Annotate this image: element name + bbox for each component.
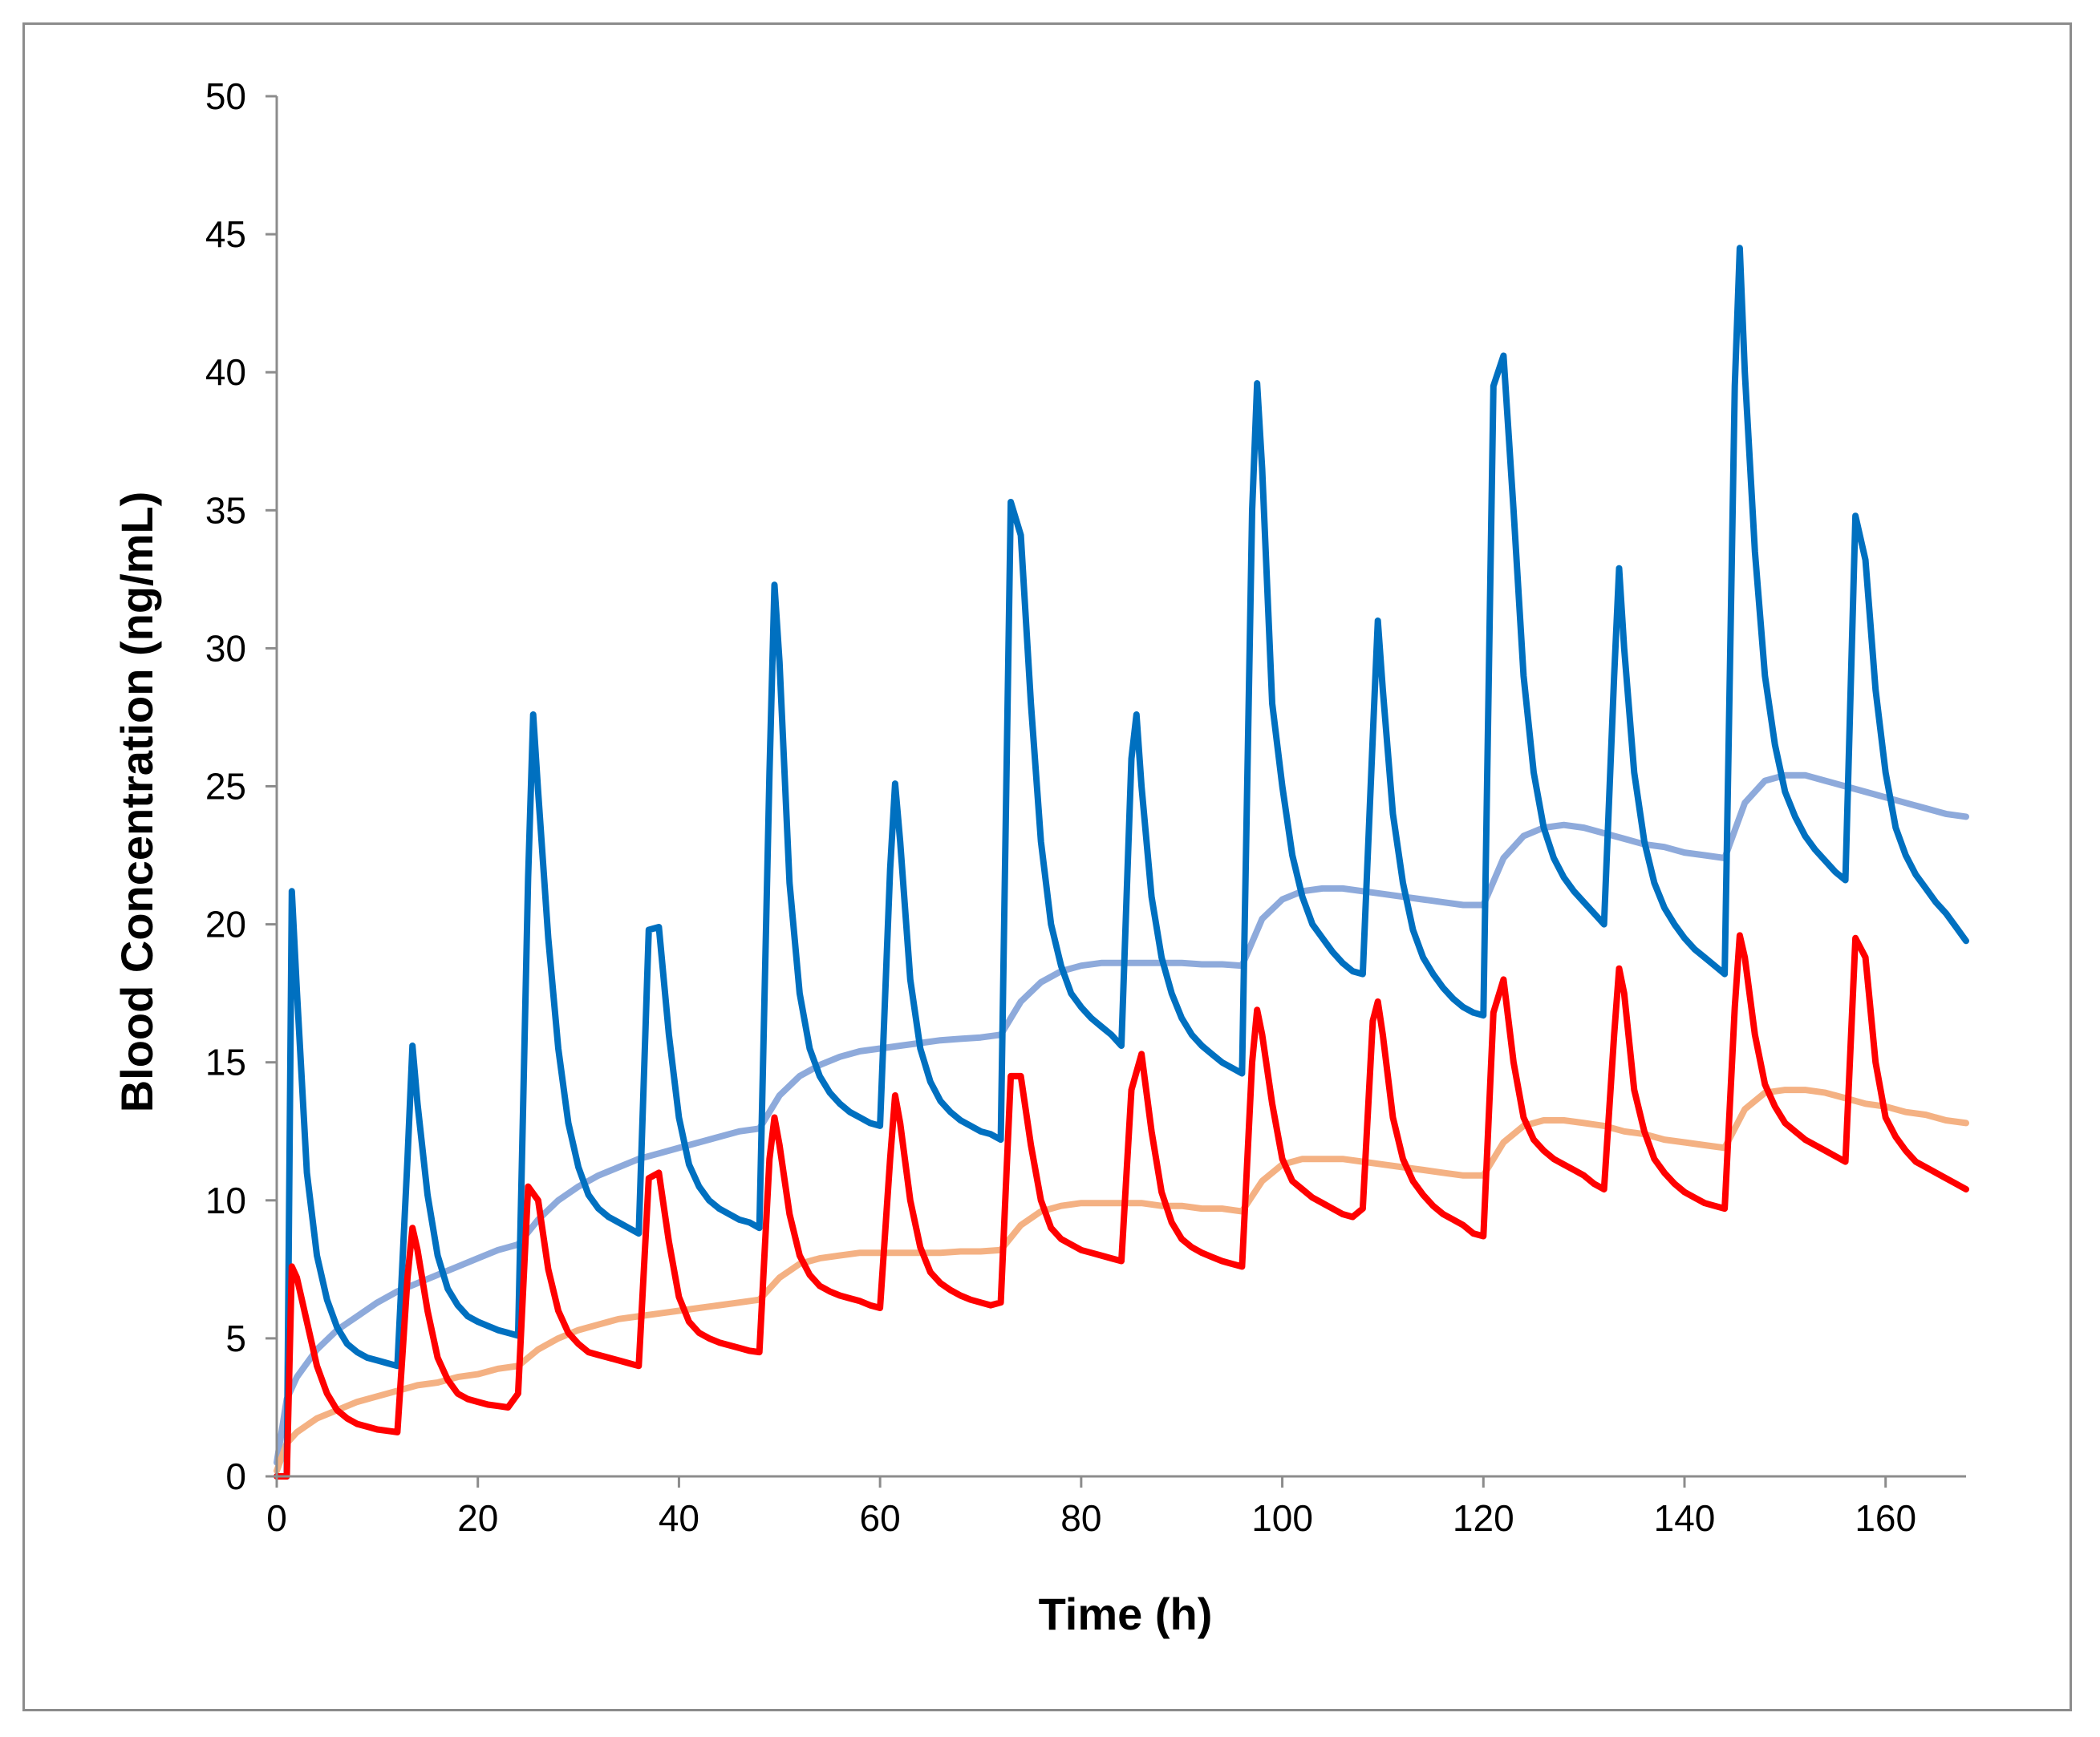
y-tick-label: 0 bbox=[225, 1456, 246, 1497]
axes-layer: 0 5 10 15 20 25 30 35 40 45 50 0 20 40 60 80 100 120 140 16… bbox=[205, 75, 1966, 1539]
x-axis-title: Time (h) bbox=[1039, 1589, 1213, 1639]
y-axis-title: Blood Concentration (ng/mL) bbox=[111, 492, 162, 1113]
y-tick-label: 15 bbox=[205, 1042, 246, 1083]
x-tick-label: 20 bbox=[457, 1497, 498, 1539]
y-tick-label: 25 bbox=[205, 766, 246, 808]
y-tick-label: 5 bbox=[225, 1318, 246, 1359]
series-line-4 bbox=[274, 932, 1969, 1480]
y-tick-label: 10 bbox=[205, 1180, 246, 1221]
x-tick-label: 60 bbox=[860, 1497, 901, 1539]
series-line-2 bbox=[274, 1087, 1969, 1475]
series-layer bbox=[274, 245, 1969, 1480]
x-tick-label: 0 bbox=[266, 1497, 287, 1539]
x-tick-label: 120 bbox=[1453, 1497, 1514, 1539]
x-tick-label: 140 bbox=[1654, 1497, 1716, 1539]
x-tick-label: 100 bbox=[1251, 1497, 1313, 1539]
y-tick-label: 45 bbox=[205, 213, 246, 255]
x-tick-label: 40 bbox=[659, 1497, 699, 1539]
y-tick-label: 30 bbox=[205, 627, 246, 669]
x-tick-label: 80 bbox=[1060, 1497, 1101, 1539]
y-tick-label: 35 bbox=[205, 489, 246, 531]
series-line-3 bbox=[274, 245, 1969, 1480]
y-tick-label: 20 bbox=[205, 904, 246, 945]
x-tick-label: 160 bbox=[1855, 1497, 1916, 1539]
y-tick-label: 40 bbox=[205, 351, 246, 393]
y-tick-label: 50 bbox=[205, 75, 246, 117]
